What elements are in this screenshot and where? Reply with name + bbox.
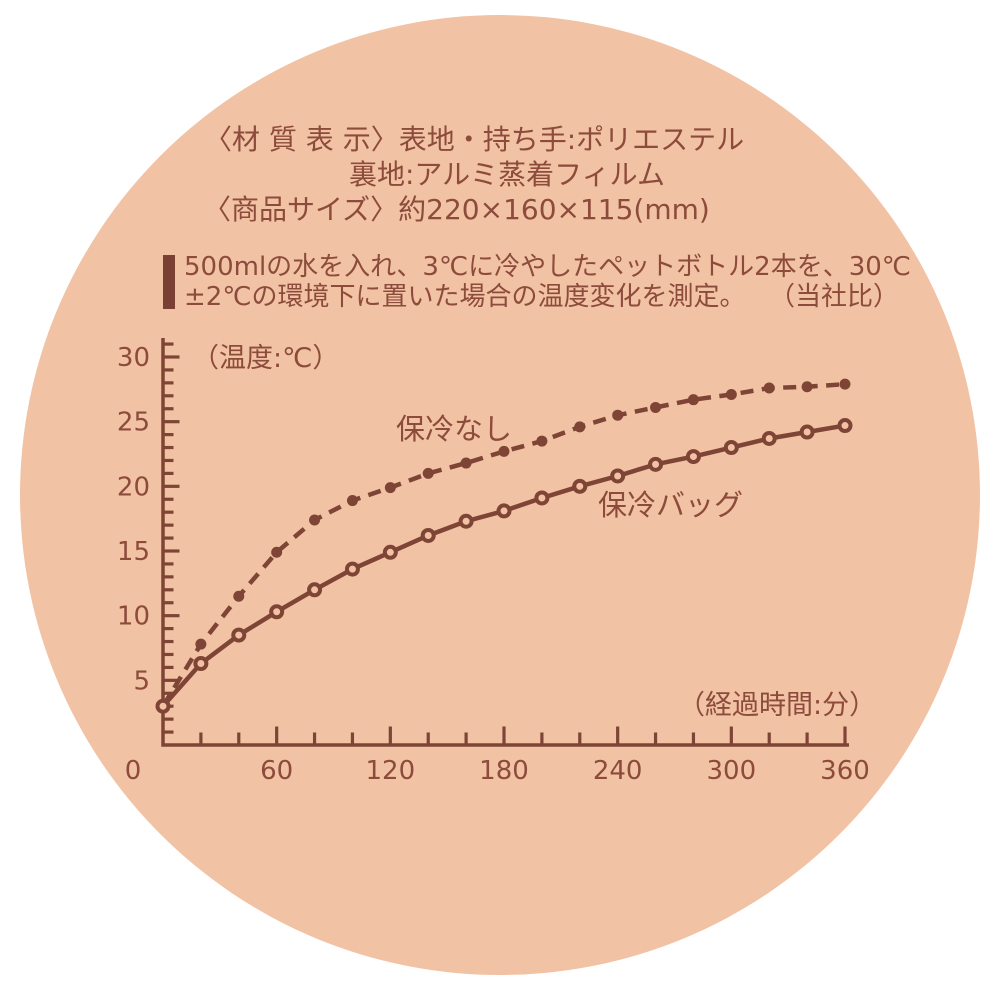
y-tick-label: 10 — [117, 602, 150, 632]
y-tick-label: 15 — [117, 537, 150, 567]
x-tick-label: 360 — [820, 756, 870, 786]
note-accent-bar — [163, 255, 175, 309]
no-cooling-point — [384, 482, 396, 494]
no-cooling-point — [612, 409, 624, 421]
x-tick-label: 60 — [260, 756, 293, 786]
origin-tick-label: 0 — [125, 756, 142, 786]
x-tick-label: 120 — [366, 756, 416, 786]
no-cooling-point — [725, 389, 737, 401]
cooling-bag-point — [685, 449, 701, 465]
cooling-bag-point — [534, 490, 550, 506]
label-circle-background — [20, 15, 980, 975]
y-tick-label: 5 — [133, 666, 150, 696]
cooling-bag-point — [382, 544, 398, 560]
x-tick-label: 300 — [707, 756, 757, 786]
no-cooling-point — [195, 638, 207, 650]
y-tick-label: 30 — [117, 343, 150, 373]
cooling-bag-point — [723, 440, 739, 456]
x-tick-label: 180 — [479, 756, 529, 786]
y-axis-title: （温度:℃） — [192, 343, 340, 374]
cooling-bag-point — [344, 561, 360, 577]
no-cooling-point — [309, 514, 321, 526]
test-note-line2: ±2℃の環境下に置いた場合の温度変化を測定。 — [184, 282, 746, 312]
cooling-bag-point — [307, 582, 323, 598]
no-cooling-point — [574, 421, 586, 433]
no-cooling-point — [346, 495, 358, 507]
no-cooling-point — [763, 382, 775, 394]
material-info-line1: 〈材 質 表 示〉表地・持ち手:ポリエステル — [204, 123, 745, 156]
no-cooling-point — [271, 546, 283, 558]
cooling-bag-point — [648, 456, 664, 472]
no-cooling-point — [233, 590, 245, 602]
x-tick-label: 240 — [593, 756, 643, 786]
cooling-bag-point — [420, 527, 436, 543]
material-info-line2: 裏地:アルミ蒸着フィルム — [349, 158, 666, 191]
test-note-comparison: （当社比） — [769, 282, 900, 312]
no-cooling-point — [839, 378, 851, 390]
no-cooling-point — [460, 457, 472, 469]
test-note-line1: 500mlの水を入れ、3℃に冷やしたペットボトル2本を、30℃ — [184, 252, 912, 282]
cooling-bag-point — [155, 698, 171, 714]
no-cooling-point — [498, 445, 510, 457]
product-size-line: 〈商品サイズ〉約220×160×115(mm) — [203, 193, 710, 226]
cooling-bag-point — [837, 418, 853, 434]
y-tick-label: 25 — [117, 408, 150, 438]
cooling-bag-point — [496, 503, 512, 519]
cooling-bag-point — [269, 604, 285, 620]
no-cooling-point — [687, 394, 699, 406]
cooling-bag-point — [193, 656, 209, 672]
cooling-bag-point — [231, 627, 247, 643]
axis-lines — [161, 338, 849, 747]
series-label-cooling-bag: 保冷バッグ — [598, 488, 744, 522]
no-cooling-point — [801, 381, 813, 393]
series-label-no-cooling: 保冷なし — [396, 412, 513, 446]
no-cooling-point — [536, 435, 548, 447]
cooling-bag-point — [572, 478, 588, 494]
cooling-bag-point — [458, 513, 474, 529]
x-axis-title: （経過時間:分） — [678, 690, 877, 721]
cooling-bag-point — [761, 430, 777, 446]
cooling-bag-point — [799, 424, 815, 440]
y-tick-label: 20 — [117, 472, 150, 502]
no-cooling-point — [650, 401, 662, 413]
cooling-bag-point — [610, 468, 626, 484]
no-cooling-point — [422, 467, 434, 479]
